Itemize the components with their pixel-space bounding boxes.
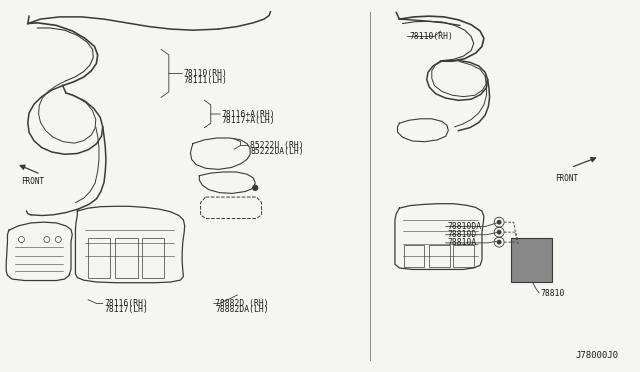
Text: 78882D (RH): 78882D (RH) <box>215 299 269 308</box>
Text: 78111(LH): 78111(LH) <box>184 76 227 85</box>
Text: J78000J0: J78000J0 <box>575 351 618 360</box>
Text: 78810DA: 78810DA <box>447 222 481 231</box>
Text: 78882DA(LH): 78882DA(LH) <box>215 305 269 314</box>
Circle shape <box>497 230 501 234</box>
Bar <box>404 245 424 267</box>
FancyBboxPatch shape <box>511 238 552 282</box>
Text: 78116(RH): 78116(RH) <box>104 299 148 308</box>
Text: 78110(RH): 78110(RH) <box>409 32 453 41</box>
Text: 78810: 78810 <box>540 289 564 298</box>
Bar <box>88 238 110 278</box>
Text: 85222UA(LH): 85222UA(LH) <box>250 147 304 156</box>
Text: 78117(LH): 78117(LH) <box>104 305 148 314</box>
Bar <box>429 245 449 267</box>
Text: 78810A: 78810A <box>447 238 476 247</box>
Bar <box>453 245 474 267</box>
Circle shape <box>497 220 501 224</box>
Bar <box>142 238 164 278</box>
Bar <box>115 238 138 278</box>
Circle shape <box>497 240 501 244</box>
Text: 78116+A(RH): 78116+A(RH) <box>221 109 275 119</box>
Circle shape <box>253 185 258 190</box>
Text: 85222U (RH): 85222U (RH) <box>250 141 304 150</box>
Text: 78810D: 78810D <box>447 230 476 239</box>
Text: FRONT: FRONT <box>22 177 45 186</box>
Text: 78117+A(LH): 78117+A(LH) <box>221 116 275 125</box>
Text: 78110(RH): 78110(RH) <box>184 69 227 78</box>
Text: FRONT: FRONT <box>555 174 578 183</box>
